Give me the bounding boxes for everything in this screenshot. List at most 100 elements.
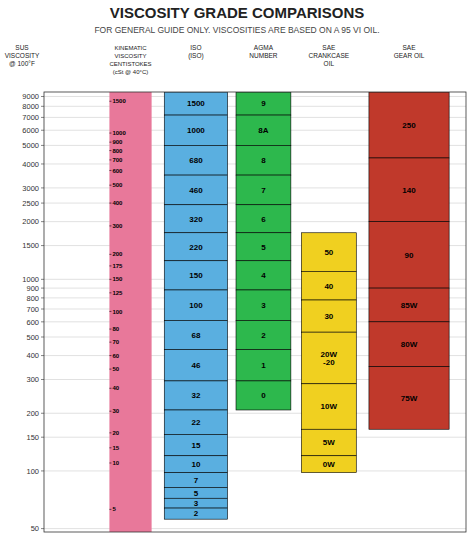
tick-label: 400 (26, 351, 39, 360)
tick-mark (41, 355, 44, 356)
grid-line (44, 470, 466, 471)
column-header: SAECRANKCASEOIL (309, 44, 350, 67)
tick-label: 800 (26, 294, 39, 303)
text-line: 8 (261, 156, 266, 165)
text-line: 460 (189, 186, 203, 195)
range-bar (369, 92, 449, 158)
tick-mark (41, 163, 44, 164)
range-bar (236, 205, 291, 233)
tick-label: 2000 (22, 217, 39, 226)
scale-tick (109, 170, 111, 171)
tick-mark (41, 321, 44, 322)
scale-tick (109, 411, 111, 412)
scale-tick (109, 279, 111, 280)
text-line: NUMBER (249, 52, 277, 59)
range-bar (369, 367, 449, 430)
bar-label: 0W (323, 460, 335, 469)
tick-mark (41, 279, 44, 280)
tick-mark (41, 130, 44, 131)
tick-mark (41, 187, 44, 188)
text-line: SAE (403, 44, 417, 51)
scale-tick (109, 254, 111, 255)
bar-label: 15 (191, 441, 200, 450)
range-bar (236, 261, 291, 290)
tick-label: 8000 (22, 102, 39, 111)
range-bar (164, 92, 227, 115)
range-bar (164, 205, 227, 233)
tick-mark (41, 221, 44, 222)
text-line: 3 (261, 301, 266, 310)
scale-label: 80 (112, 326, 119, 332)
text-line: 4 (261, 271, 266, 280)
y-axis-label: SUSVISCOSITY@ 100°F (5, 44, 40, 67)
text-line: 50 (324, 248, 333, 257)
tick-label: 7000 (22, 113, 39, 122)
bar-label: 5W (323, 438, 335, 447)
bar-label: 32 (191, 391, 200, 400)
scale-tick (109, 292, 111, 293)
range-bar (369, 288, 449, 322)
text-line: SUS (15, 44, 29, 51)
bar-label: 7 (261, 186, 266, 195)
scale-label: 30 (112, 408, 119, 414)
scale-tick (109, 101, 111, 102)
scale-label: 70 (112, 339, 119, 345)
text-line: 30 (324, 312, 333, 321)
range-bar (164, 350, 227, 381)
text-line: 10W (321, 402, 338, 411)
text-line: 15 (191, 441, 200, 450)
range-bar (164, 487, 227, 498)
bar-label: 4 (261, 271, 266, 280)
tick-mark (41, 337, 44, 338)
bar-label: 320 (189, 215, 203, 224)
tick-label: 50 (31, 524, 39, 533)
scale-tick (109, 311, 111, 312)
tick-label: 150 (26, 433, 39, 442)
scale-label: 1500 (112, 98, 126, 104)
text-line: (ISO) (188, 52, 204, 60)
range-bar (164, 115, 227, 145)
tick-mark (41, 117, 44, 118)
scale-label: 1000 (112, 130, 126, 136)
bar-label: 150 (189, 271, 203, 280)
tick-label: 4000 (22, 160, 39, 169)
scale-tick (109, 185, 111, 186)
scale-tick (109, 329, 111, 330)
bar-label: 250 (402, 121, 416, 130)
text-line: 320 (189, 215, 203, 224)
bar-label: 6 (261, 215, 266, 224)
bar-label: 80W (401, 340, 418, 349)
range-bar (301, 429, 356, 455)
text-line: GEAR OIL (394, 52, 425, 59)
range-bar (164, 290, 227, 320)
text-line: KINEMATIC (114, 45, 147, 51)
scale-tick (109, 447, 111, 448)
text-line: 1 (261, 361, 266, 370)
grid (44, 96, 466, 528)
range-bar (236, 350, 291, 381)
subtitle: FOR GENERAL GUIDE ONLY. VISCOSITIES ARE … (94, 25, 379, 35)
bar-label: 1000 (187, 126, 205, 135)
tick-mark (41, 245, 44, 246)
text-line: CENTISTOKES (109, 61, 151, 67)
tick-label: 1000 (22, 275, 39, 284)
scale-label: 800 (112, 148, 123, 154)
bar-label: 22 (191, 418, 200, 427)
bar-label: 50 (324, 248, 333, 257)
bar-label: 3 (194, 499, 199, 508)
tick-mark (41, 309, 44, 310)
grid-line (44, 437, 466, 438)
bar-label: 0 (261, 391, 266, 400)
scale-label: 20 (112, 430, 119, 436)
text-line: 75W (401, 394, 418, 403)
text-line: VISCOSITY (5, 52, 40, 59)
bar-label: 680 (189, 156, 203, 165)
text-line: 5 (194, 489, 199, 498)
range-bar (369, 222, 449, 288)
bar-label: 100 (189, 301, 203, 310)
text-line: 22 (191, 418, 200, 427)
range-bar (301, 456, 356, 473)
scale-label: 40 (112, 385, 119, 391)
chart: VISCOSITY GRADE COMPARISONSFOR GENERAL G… (0, 0, 474, 543)
text-line: 5W (323, 438, 335, 447)
